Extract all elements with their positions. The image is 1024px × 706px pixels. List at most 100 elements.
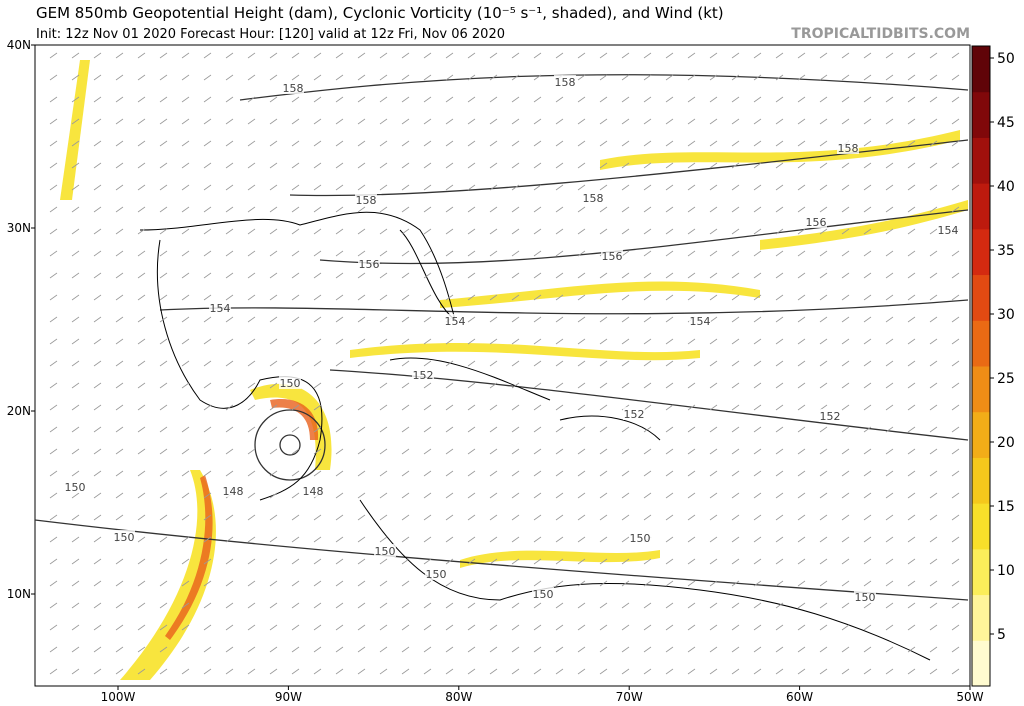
- wind-barb: [929, 250, 938, 257]
- wind-barb: [819, 184, 828, 191]
- wind-barb: [423, 448, 432, 455]
- wind-barb: [137, 96, 146, 103]
- wind-barb: [291, 316, 300, 323]
- wind-barb: [885, 338, 894, 345]
- wind-barb: [599, 140, 608, 147]
- wind-barb: [555, 602, 564, 609]
- wind-barb: [379, 338, 388, 345]
- wind-barb: [775, 52, 784, 59]
- wind-barb: [621, 668, 630, 675]
- wind-barb: [225, 140, 234, 147]
- wind-barb: [269, 624, 278, 631]
- wind-barb: [797, 646, 806, 653]
- wind-barb: [863, 470, 872, 477]
- wind-barb: [489, 602, 498, 609]
- wind-barb: [555, 250, 564, 257]
- wind-barb: [467, 558, 476, 565]
- wind-barb: [423, 74, 432, 81]
- wind-barb: [203, 118, 212, 125]
- wind-barb: [247, 558, 256, 565]
- wind-barb: [93, 404, 102, 411]
- wind-barb: [115, 140, 124, 147]
- wind-barb: [203, 184, 212, 191]
- wind-barb: [577, 602, 586, 609]
- wind-barb: [269, 184, 278, 191]
- wind-barb: [555, 52, 564, 59]
- wind-barb: [819, 162, 828, 169]
- wind-barb: [577, 162, 586, 169]
- wind-barb: [731, 558, 740, 565]
- wind-barb: [181, 250, 190, 257]
- wind-barb: [115, 206, 124, 213]
- wind-barb: [467, 580, 476, 587]
- contour: [279, 434, 301, 456]
- wind-barb: [313, 360, 322, 367]
- wind-barb: [533, 448, 542, 455]
- lat-label: 30N: [7, 221, 31, 235]
- wind-barb: [423, 294, 432, 301]
- wind-barb: [137, 74, 146, 81]
- wind-barb: [181, 118, 190, 125]
- wind-barb: [951, 184, 960, 191]
- wind-barb: [951, 272, 960, 279]
- wind-barb: [621, 646, 630, 653]
- wind-barb: [665, 206, 674, 213]
- wind-barb: [731, 646, 740, 653]
- wind-barb: [467, 514, 476, 521]
- wind-barb: [687, 228, 696, 235]
- wind-barb: [863, 514, 872, 521]
- wind-barb: [665, 294, 674, 301]
- wind-barb: [687, 404, 696, 411]
- title: GEM 850mb Geopotential Height (dam), Cyc…: [36, 4, 724, 22]
- wind-barb: [335, 228, 344, 235]
- wind-barb: [137, 448, 146, 455]
- wind-barb: [159, 338, 168, 345]
- wind-barb: [599, 228, 608, 235]
- wind-barb: [93, 426, 102, 433]
- wind-barb: [247, 338, 256, 345]
- wind-barb: [115, 360, 124, 367]
- wind-barb: [93, 206, 102, 213]
- wind-barb: [357, 250, 366, 257]
- wind-barb: [71, 470, 80, 477]
- wind-barb: [71, 558, 80, 565]
- wind-barb: [577, 184, 586, 191]
- wind-barb: [225, 96, 234, 103]
- wind-barb: [885, 206, 894, 213]
- wind-barb: [951, 602, 960, 609]
- wind-barb: [511, 294, 520, 301]
- contour-label: 150: [630, 532, 651, 545]
- lon-label: 90W: [275, 690, 302, 704]
- colorbar-label: 45: [997, 115, 1015, 131]
- wind-barb: [687, 536, 696, 543]
- wind-barb: [841, 470, 850, 477]
- wind-barb: [313, 96, 322, 103]
- wind-barb: [181, 448, 190, 455]
- wind-barb: [753, 426, 762, 433]
- wind-barb: [335, 580, 344, 587]
- wind-barb: [489, 404, 498, 411]
- wind-barb: [665, 162, 674, 169]
- wind-barb: [379, 624, 388, 631]
- wind-barb: [709, 470, 718, 477]
- wind-barb: [313, 602, 322, 609]
- wind-barb: [489, 470, 498, 477]
- wind-barb: [49, 162, 58, 169]
- wind-barb: [247, 250, 256, 257]
- wind-barb: [335, 338, 344, 345]
- wind-barb: [181, 228, 190, 235]
- wind-barb: [137, 52, 146, 59]
- wind-barb: [489, 492, 498, 499]
- wind-barb: [951, 580, 960, 587]
- wind-barb: [797, 250, 806, 257]
- wind-barb: [379, 448, 388, 455]
- wind-barb: [907, 118, 916, 125]
- wind-barb: [49, 74, 58, 81]
- wind-barb: [885, 536, 894, 543]
- wind-barb: [225, 184, 234, 191]
- wind-barb: [423, 250, 432, 257]
- wind-barb: [467, 250, 476, 257]
- wind-barb: [577, 668, 586, 675]
- coast: [139, 211, 456, 501]
- wind-barb: [269, 668, 278, 675]
